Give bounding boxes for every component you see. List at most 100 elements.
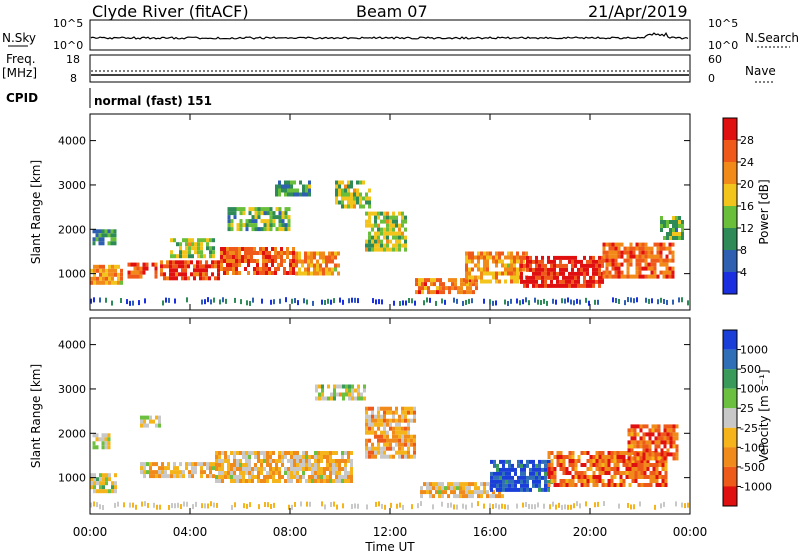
velocity-cell: [669, 436, 673, 441]
velocity-cell: [215, 459, 218, 463]
velocity-cell: [480, 482, 483, 487]
power-cell: [377, 239, 380, 244]
power-cell: [93, 272, 96, 277]
velocity-cell: [592, 479, 596, 483]
power-cell: [229, 267, 232, 271]
noise-left-tick-top: 10^5: [53, 17, 83, 30]
power-cell: [172, 276, 175, 281]
velocity-cell: [332, 467, 335, 471]
velocity-cell: [233, 475, 236, 479]
power-cell: [185, 238, 188, 243]
power-cell: [647, 254, 651, 259]
power-cell: [586, 267, 589, 272]
power-cell: [371, 239, 374, 244]
velocity-cell: [251, 479, 254, 483]
power-region: [660, 216, 684, 240]
power-ground-cell: [612, 297, 614, 303]
velocity-cell: [341, 455, 344, 459]
power-cell: [392, 215, 395, 220]
velocity-cell: [327, 396, 330, 401]
velocity-cell: [613, 459, 617, 463]
velocity-ground-cell: [483, 503, 485, 509]
power-cell: [483, 259, 486, 264]
velocity-cell: [215, 455, 218, 459]
velocity-cell: [413, 446, 416, 451]
power-colorbar-tick-label: 8: [740, 244, 747, 257]
velocity-cell: [664, 463, 668, 467]
power-cell: [553, 263, 556, 268]
velocity-ground-cell: [273, 502, 275, 508]
velocity-cell: [535, 471, 538, 476]
power-cell: [278, 211, 282, 216]
velocity-cell: [401, 418, 404, 423]
velocity-cell: [639, 444, 643, 449]
velocity-cell: [604, 455, 608, 459]
power-cell: [251, 215, 255, 220]
power-ground-cell: [372, 298, 374, 304]
velocity-cell: [613, 467, 617, 471]
power-cell: [468, 271, 471, 276]
velocity-cell: [538, 463, 541, 468]
velocity-cell: [648, 440, 652, 445]
power-cell: [214, 276, 217, 281]
velocity-cell: [559, 451, 563, 455]
velocity-ground-cell: [558, 502, 560, 508]
velocity-cell: [236, 479, 239, 483]
power-cell: [418, 286, 421, 291]
velocity-cell: [143, 423, 146, 428]
power-cell: [541, 255, 544, 260]
power-cell: [404, 239, 407, 244]
velocity-cell: [453, 494, 456, 499]
power-cell: [445, 286, 448, 291]
power-cell: [117, 272, 120, 277]
velocity-cell: [102, 485, 105, 490]
velocity-cell: [556, 455, 560, 459]
power-cell: [448, 290, 451, 295]
power-cell: [265, 271, 268, 275]
velocity-cell: [318, 384, 321, 389]
power-ground-cell: [453, 297, 455, 303]
power-ground-cell: [99, 297, 101, 303]
velocity-ground-cell: [381, 503, 383, 509]
velocity-cell: [248, 467, 251, 471]
power-cell: [672, 216, 675, 220]
power-cell: [341, 196, 344, 201]
power-cell: [163, 264, 166, 269]
velocity-cell: [327, 384, 330, 389]
velocity-cell: [538, 459, 541, 464]
velocity-ground-cell: [336, 504, 338, 510]
power-cell: [274, 271, 277, 275]
velocity-cell: [492, 490, 495, 495]
velocity-cell: [619, 475, 623, 479]
power-cell: [248, 223, 252, 228]
power-cell: [313, 263, 316, 268]
velocity-cell: [619, 483, 623, 487]
velocity-cell: [456, 494, 459, 499]
velocity-cell: [664, 467, 668, 471]
velocity-cell: [604, 463, 608, 467]
power-cell: [127, 274, 131, 279]
power-cell: [641, 274, 645, 279]
velocity-cell: [642, 456, 646, 461]
power-cell: [421, 290, 424, 295]
power-heatmap: [90, 180, 689, 306]
power-cell: [328, 267, 331, 272]
velocity-cell: [380, 418, 383, 423]
power-cell: [227, 219, 231, 224]
power-cell: [671, 258, 675, 263]
power-colorbar-tick-label: 4: [740, 266, 747, 279]
velocity-ground-cell: [555, 504, 557, 510]
velocity-cell: [371, 410, 374, 415]
velocity-cell: [143, 474, 146, 479]
velocity-cell: [149, 466, 152, 471]
power-cell: [338, 192, 341, 197]
velocity-cell: [386, 442, 389, 447]
velocity-cell: [571, 451, 575, 455]
velocity-cell: [209, 470, 212, 475]
power-cell: [553, 255, 556, 260]
velocity-cell: [562, 463, 566, 467]
power-cell: [472, 290, 475, 295]
velocity-cell: [413, 438, 416, 443]
power-cell: [389, 247, 392, 252]
